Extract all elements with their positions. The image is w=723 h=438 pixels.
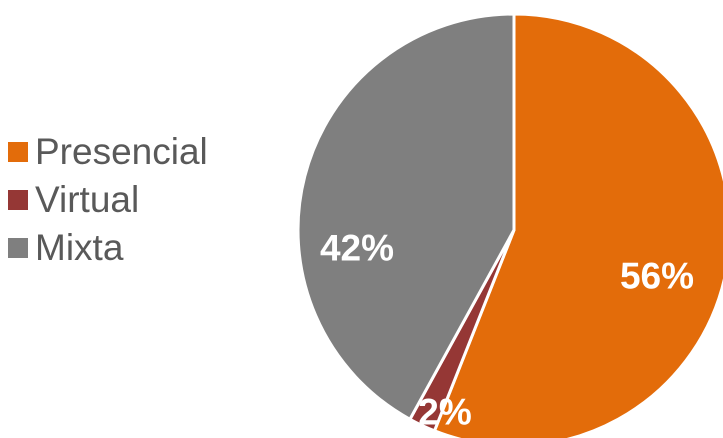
legend-item-virtual: Virtual [8, 176, 208, 224]
legend-swatch-mixta [8, 238, 28, 258]
pie-slice-mixta [296, 12, 516, 421]
legend-item-presencial: Presencial [8, 128, 208, 176]
chart-legend: Presencial Virtual Mixta [8, 128, 208, 272]
legend-label-virtual: Virtual [35, 179, 140, 220]
legend-swatch-presencial [8, 142, 28, 162]
pie-slice-presencial [432, 12, 723, 438]
data-label-presencial: 56% [620, 256, 694, 297]
data-label-virtual: 2% [418, 392, 471, 433]
legend-label-mixta: Mixta [35, 227, 124, 268]
data-label-mixta: 42% [320, 228, 394, 269]
legend-label-presencial: Presencial [35, 131, 208, 172]
legend-swatch-virtual [8, 190, 28, 210]
legend-item-mixta: Mixta [8, 224, 208, 272]
